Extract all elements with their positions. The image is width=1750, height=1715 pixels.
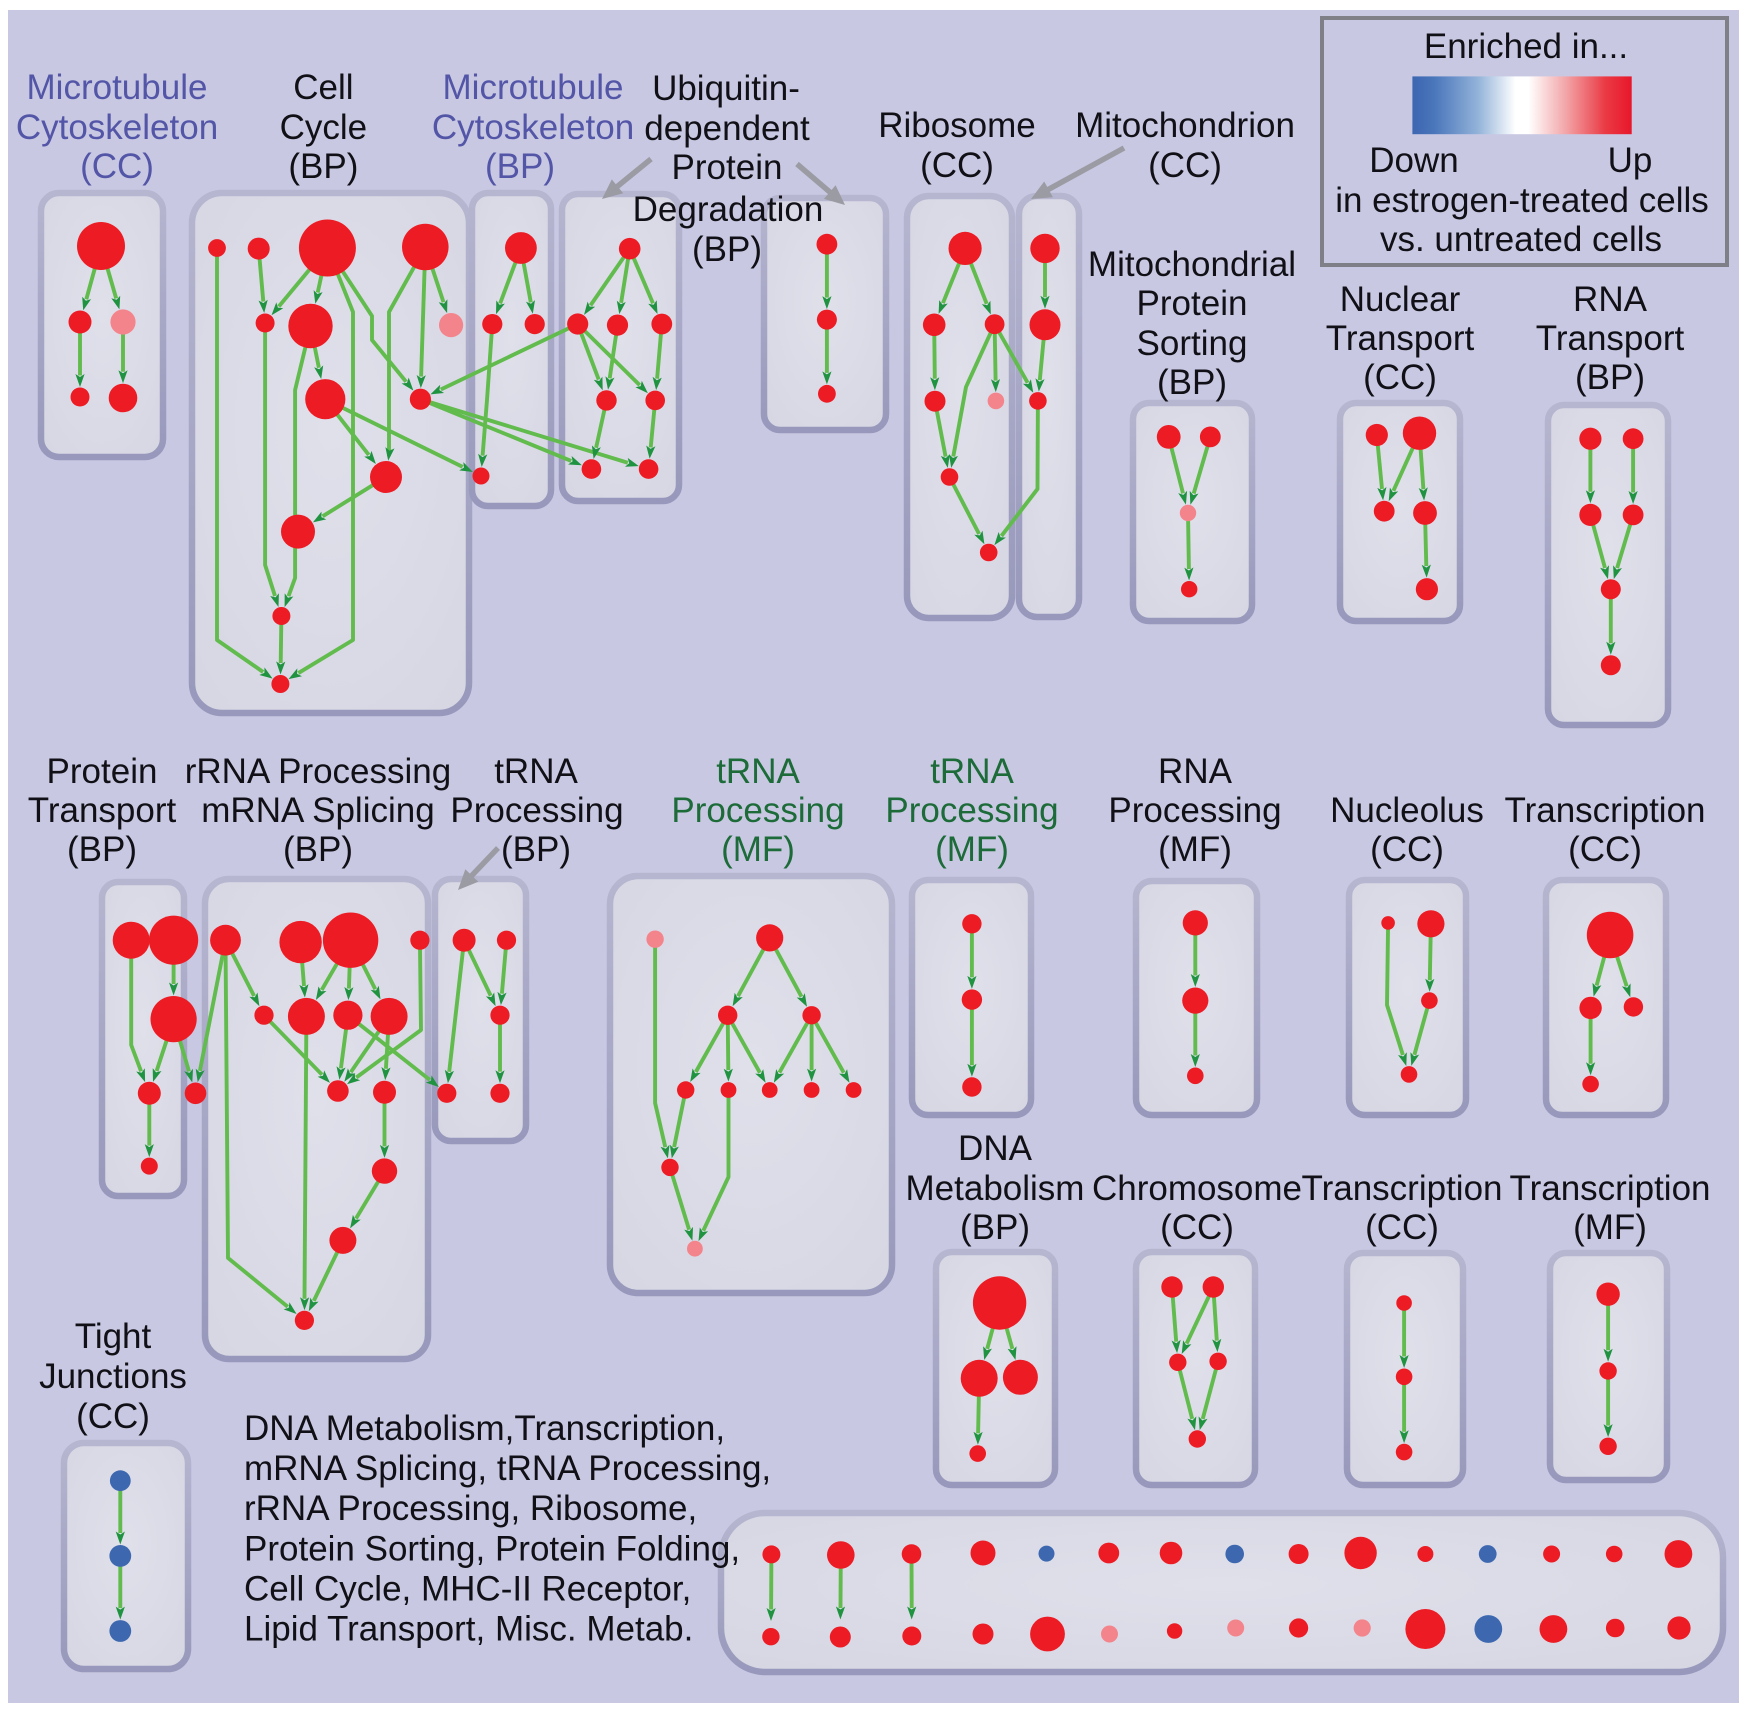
svg-text:Processing: Processing — [450, 791, 623, 830]
svg-text:(MF): (MF) — [721, 830, 795, 869]
svg-text:Protein Sorting, Protein Foldi: Protein Sorting, Protein Folding, — [244, 1529, 740, 1568]
svg-text:DNA: DNA — [958, 1129, 1033, 1168]
svg-text:(BP): (BP) — [501, 830, 571, 869]
svg-text:(BP): (BP) — [1157, 363, 1227, 402]
svg-text:Cell Cycle, MHC-II Receptor,: Cell Cycle, MHC-II Receptor, — [244, 1569, 691, 1608]
svg-text:(CC): (CC) — [1365, 1208, 1439, 1247]
svg-text:(CC): (CC) — [1568, 830, 1642, 869]
svg-text:Processing: Processing — [671, 791, 844, 830]
svg-text:tRNA: tRNA — [930, 752, 1014, 791]
svg-text:(MF): (MF) — [935, 830, 1009, 869]
svg-text:(CC): (CC) — [76, 1397, 150, 1436]
svg-text:(BP): (BP) — [288, 147, 358, 186]
svg-text:Ribosome: Ribosome — [878, 106, 1036, 145]
svg-text:Protein: Protein — [47, 752, 158, 791]
svg-text:Processing: Processing — [885, 791, 1058, 830]
svg-text:(BP): (BP) — [960, 1208, 1030, 1247]
svg-text:(CC): (CC) — [1363, 358, 1437, 397]
svg-text:dependent: dependent — [644, 109, 810, 148]
svg-text:Lipid Transport, Misc. Metab.: Lipid Transport, Misc. Metab. — [244, 1610, 693, 1649]
svg-text:Chromosome: Chromosome — [1092, 1169, 1302, 1208]
svg-text:(BP): (BP) — [67, 830, 137, 869]
svg-text:Cell: Cell — [293, 68, 353, 107]
svg-text:Tight: Tight — [75, 1317, 152, 1356]
svg-text:Microtubule: Microtubule — [27, 68, 208, 107]
svg-text:RNA: RNA — [1158, 752, 1233, 791]
svg-text:(CC): (CC) — [80, 147, 154, 186]
svg-text:Processing: Processing — [1108, 791, 1281, 830]
svg-text:Metabolism: Metabolism — [906, 1169, 1085, 1208]
svg-text:Degradation: Degradation — [633, 190, 824, 229]
svg-text:rRNA Processing: rRNA Processing — [185, 752, 451, 791]
svg-text:Nucleolus: Nucleolus — [1330, 791, 1484, 830]
svg-text:mRNA Splicing: mRNA Splicing — [201, 791, 434, 830]
svg-text:(CC): (CC) — [1160, 1208, 1234, 1247]
svg-text:Cytoskeleton: Cytoskeleton — [16, 108, 218, 147]
svg-text:Nuclear: Nuclear — [1340, 280, 1461, 319]
svg-text:tRNA: tRNA — [494, 752, 578, 791]
svg-text:Transcription: Transcription — [1510, 1169, 1711, 1208]
svg-text:mRNA Splicing, tRNA Processing: mRNA Splicing, tRNA Processing, — [244, 1449, 771, 1488]
svg-text:Transcription: Transcription — [1302, 1169, 1503, 1208]
svg-text:rRNA Processing, Ribosome,: rRNA Processing, Ribosome, — [244, 1489, 697, 1528]
svg-text:(BP): (BP) — [692, 230, 762, 269]
svg-text:Transcription: Transcription — [1505, 791, 1706, 830]
svg-text:vs. untreated cells: vs. untreated cells — [1380, 220, 1662, 259]
svg-text:(BP): (BP) — [485, 147, 555, 186]
svg-text:Transport: Transport — [1536, 319, 1685, 358]
svg-text:(MF): (MF) — [1158, 830, 1232, 869]
svg-text:(CC): (CC) — [920, 146, 994, 185]
svg-text:Protein: Protein — [1137, 284, 1248, 323]
svg-text:Protein: Protein — [672, 148, 783, 187]
svg-text:(MF): (MF) — [1573, 1208, 1647, 1247]
svg-text:RNA: RNA — [1573, 280, 1648, 319]
svg-text:in estrogen-treated cells: in estrogen-treated cells — [1335, 181, 1709, 220]
svg-text:Ubiquitin-: Ubiquitin- — [652, 69, 800, 108]
svg-text:Mitochondrial: Mitochondrial — [1088, 245, 1296, 284]
svg-text:Transport: Transport — [1326, 319, 1475, 358]
svg-text:(BP): (BP) — [283, 830, 353, 869]
svg-text:Cytoskeleton: Cytoskeleton — [432, 108, 634, 147]
svg-text:(CC): (CC) — [1148, 146, 1222, 185]
svg-text:Junctions: Junctions — [39, 1357, 187, 1396]
svg-text:Mitochondrion: Mitochondrion — [1075, 106, 1295, 145]
svg-text:DNA Metabolism,Transcription,: DNA Metabolism,Transcription, — [244, 1409, 725, 1448]
svg-text:Up: Up — [1608, 141, 1653, 180]
svg-text:tRNA: tRNA — [716, 752, 800, 791]
svg-text:Down: Down — [1369, 141, 1458, 180]
svg-text:Cycle: Cycle — [280, 108, 368, 147]
svg-text:(CC): (CC) — [1370, 830, 1444, 869]
svg-text:Microtubule: Microtubule — [443, 68, 624, 107]
svg-text:Enriched in...: Enriched in... — [1424, 27, 1628, 66]
svg-text:(BP): (BP) — [1575, 358, 1645, 397]
svg-text:Transport: Transport — [28, 791, 177, 830]
svg-text:Sorting: Sorting — [1137, 324, 1248, 363]
